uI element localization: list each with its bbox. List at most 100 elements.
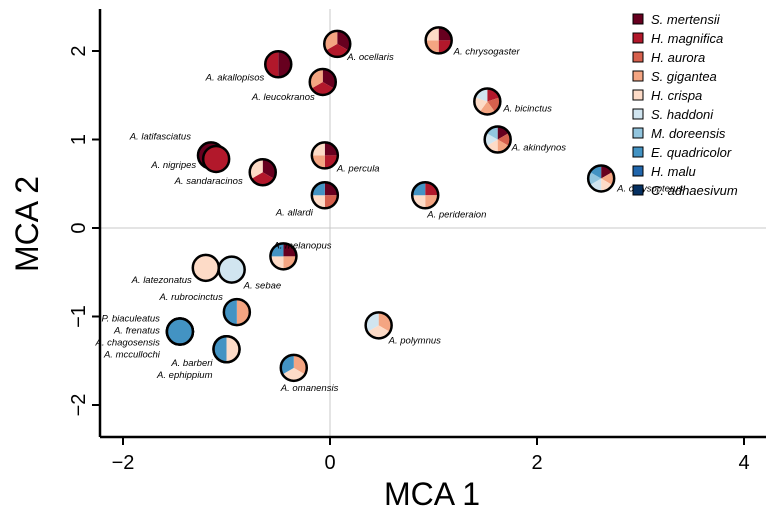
pie-slice <box>588 171 602 185</box>
legend-swatch <box>632 70 644 82</box>
legend-label: S. haddoni <box>651 107 714 122</box>
data-point <box>264 50 293 79</box>
point-label: A. rubrocinctus <box>158 292 223 303</box>
data-point <box>586 164 616 193</box>
pie-slice <box>270 243 284 257</box>
data-point <box>165 317 195 346</box>
point-outline <box>217 255 246 284</box>
point-label: A. barberi <box>170 358 213 369</box>
pie-slice <box>438 27 452 41</box>
data-point <box>483 125 512 154</box>
legend-swatch <box>632 184 644 196</box>
data-point <box>201 144 231 174</box>
point-label: A. latifasciatus <box>129 131 191 142</box>
pie-slice <box>497 133 511 146</box>
point-label: A. mccullochi <box>103 350 161 361</box>
legend-item: E. quadricolor <box>632 145 732 160</box>
pie-slice <box>283 243 297 257</box>
pie-slice <box>324 142 338 156</box>
point-label: A. frenatus <box>113 326 160 337</box>
y-tick-label: 2 <box>68 45 90 56</box>
legend-swatch <box>632 108 644 120</box>
point-label: P. biaculeatus <box>101 314 160 325</box>
y-tick-label: 0 <box>68 222 90 233</box>
point-label: A. sebae <box>243 281 281 292</box>
pie-slice <box>487 88 500 102</box>
point-outline <box>201 144 231 174</box>
legend-label: H. magnifica <box>651 31 723 46</box>
pie-slice <box>474 88 488 102</box>
legend-swatch <box>632 32 644 44</box>
point-outline <box>322 29 352 59</box>
legend-label: M. doreensis <box>651 126 726 141</box>
point-outline <box>473 87 502 116</box>
legend-item: H. malu <box>632 164 696 179</box>
point-outline <box>264 50 293 79</box>
point-outline <box>424 26 453 55</box>
pie-slice <box>223 299 237 326</box>
point-label: A. bicinctus <box>502 103 552 114</box>
point-label: A. sandaracinos <box>174 176 243 187</box>
point-outline <box>308 67 338 97</box>
legend-swatch <box>632 146 644 158</box>
legend-item: M. doreensis <box>632 126 726 141</box>
legend-label: C. adhaesivum <box>651 183 738 198</box>
pie-slice <box>438 40 452 54</box>
legend-label: H. malu <box>651 164 696 179</box>
pie-slice <box>226 336 240 363</box>
legend-swatch <box>632 89 644 101</box>
pie-slice <box>412 182 426 196</box>
x-tick-label: 0 <box>324 452 335 474</box>
data-point <box>310 181 340 210</box>
point-label: A. ocellaris <box>346 52 394 63</box>
legend-swatch <box>632 51 644 63</box>
point-outline <box>222 297 252 327</box>
point-label: A. latezonatus <box>131 275 192 286</box>
point-label: A. nigripes <box>150 160 196 171</box>
points-layer <box>165 26 616 383</box>
data-point <box>279 353 309 383</box>
data-point <box>410 181 440 210</box>
point-outline <box>248 157 277 187</box>
pie-slice <box>311 155 325 169</box>
legend-swatch <box>632 165 644 177</box>
data-point <box>310 141 340 170</box>
pie-slice <box>601 171 615 185</box>
pie-slice <box>324 182 338 196</box>
data-point <box>322 29 352 59</box>
pie-slice <box>425 27 439 41</box>
legend-label: S. gigantea <box>651 69 717 84</box>
pie-slice <box>251 172 274 186</box>
pie-slice <box>236 299 250 326</box>
point-label: A. chagosensis <box>94 338 160 349</box>
point-label: A. polymnus <box>388 335 442 346</box>
point-outline <box>364 311 393 340</box>
legend-item: H. crispa <box>632 88 702 103</box>
data-point <box>212 334 241 364</box>
pie-slice <box>484 133 498 146</box>
pie-slice <box>324 155 338 169</box>
pie-slice <box>311 195 325 209</box>
point-outline <box>483 125 512 154</box>
legend-item: H. magnifica <box>632 31 723 46</box>
pie-slice <box>283 256 297 270</box>
pie-slice <box>311 81 335 95</box>
y-tick-label: −1 <box>68 305 90 328</box>
legend-label: H. crispa <box>651 88 702 103</box>
point-label: A. allardi <box>275 207 314 218</box>
point-label: A. melanopus <box>272 240 331 251</box>
point-outline <box>310 141 340 170</box>
point-label: A. akindynos <box>511 143 567 154</box>
point-label: A. leucokranos <box>251 92 315 103</box>
pie-slice <box>367 325 390 339</box>
legend-label: E. quadricolor <box>651 145 732 160</box>
pie-slice <box>325 43 349 57</box>
pie-slice <box>311 182 325 196</box>
x-tick-label: 2 <box>531 452 542 474</box>
data-point <box>191 253 221 283</box>
pie-slice <box>412 195 426 209</box>
y-tick-label: −2 <box>68 394 90 417</box>
x-tick-label: 4 <box>738 452 749 474</box>
